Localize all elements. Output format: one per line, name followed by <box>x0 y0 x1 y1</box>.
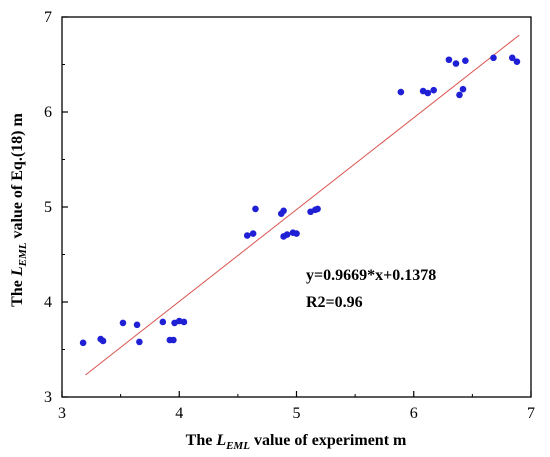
axis-ticks: 3 4 5 6 7 3 4 5 6 7 <box>44 9 535 422</box>
data-point <box>462 57 469 64</box>
data-point <box>243 232 251 239</box>
y-tick-label: 4 <box>44 294 52 311</box>
data-point <box>119 319 127 327</box>
data-point <box>99 337 107 345</box>
data-point <box>159 318 167 326</box>
x-tick-label: 7 <box>527 405 535 422</box>
x-axis-title: The LEML value of experiment m <box>186 432 407 452</box>
plot-frame <box>61 16 532 398</box>
plot-border <box>61 16 532 398</box>
data-point <box>490 54 497 62</box>
y-tick-label: 5 <box>44 199 52 216</box>
data-point <box>314 205 321 213</box>
data-point <box>430 86 437 94</box>
data-point <box>252 205 259 213</box>
x-tick-label: 3 <box>58 405 66 422</box>
data-point <box>136 338 143 346</box>
data-point <box>170 336 177 344</box>
y-axis-title: The LEML value of Eq.(18) m <box>9 113 29 307</box>
data-point <box>456 91 463 99</box>
data-point <box>445 56 453 64</box>
data-point <box>452 60 460 67</box>
data-point <box>424 89 432 97</box>
data-point <box>397 88 405 96</box>
fit-line-layer <box>85 34 520 376</box>
x-tick-label: 4 <box>175 405 183 422</box>
data-point <box>283 231 291 238</box>
data-points <box>79 54 521 347</box>
data-point <box>180 318 188 326</box>
data-point <box>508 54 516 62</box>
y-tick-label: 6 <box>44 104 52 121</box>
data-point <box>293 230 300 237</box>
fit-line <box>85 34 520 376</box>
y-tick-label: 7 <box>44 9 52 26</box>
x-tick-label: 6 <box>410 405 418 422</box>
data-point <box>459 85 467 93</box>
x-tick-label: 5 <box>293 405 301 422</box>
y-tick-label: 3 <box>44 389 52 406</box>
data-point <box>249 230 257 237</box>
r-squared-label: R2=0.96 <box>306 294 363 311</box>
data-point <box>280 207 287 215</box>
data-point <box>79 339 87 347</box>
data-point <box>513 58 521 65</box>
fit-equation: y=0.9669*x+0.1378 <box>306 267 436 284</box>
data-point <box>133 321 141 329</box>
